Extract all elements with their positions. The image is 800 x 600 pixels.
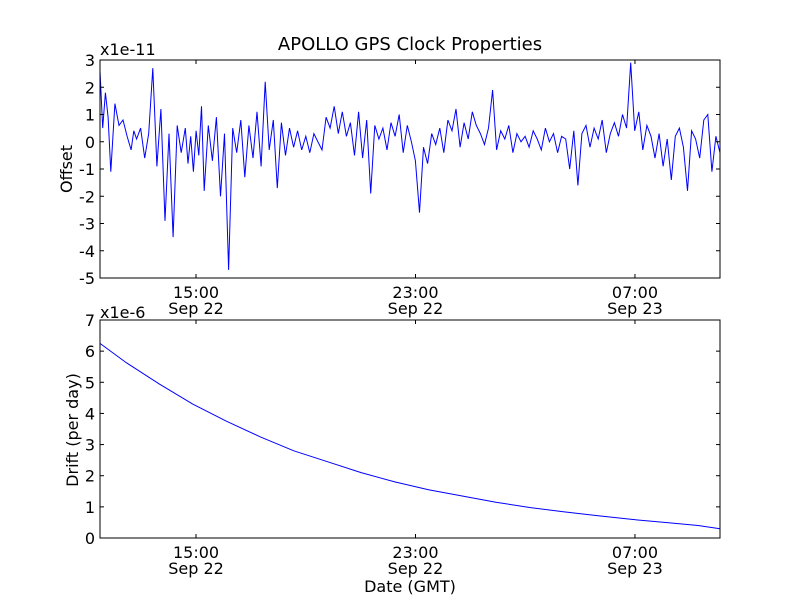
drift-xtick-time: 23:00 [392, 543, 438, 562]
drift-xtick-date: Sep 22 [168, 559, 224, 578]
drift-y-axis-label: Drift (per day) [63, 373, 82, 487]
offset-ytick-label: -4 [79, 242, 95, 261]
drift-ytick-label: 7 [85, 311, 95, 330]
offset-chart: APOLLO GPS Clock Properties x1e-11 Offse… [57, 34, 721, 318]
drift-ytick-label: 1 [85, 498, 95, 517]
offset-xtick-date: Sep 22 [168, 299, 224, 318]
offset-xtick-time: 07:00 [612, 283, 658, 302]
drift-ytick-label: 0 [85, 529, 95, 548]
offset-ytick-label: -3 [79, 215, 95, 234]
drift-ytick-label: 3 [85, 436, 95, 455]
drift-plot-area [100, 320, 720, 538]
offset-xtick-date: Sep 22 [388, 299, 444, 318]
offset-ytick-label: 0 [85, 133, 95, 152]
drift-xtick-time: 07:00 [612, 543, 658, 562]
offset-ytick-label: -1 [79, 160, 95, 179]
drift-xtick-time: 15:00 [173, 543, 219, 562]
drift-xtick-date: Sep 22 [388, 559, 444, 578]
drift-y-multiplier: x1e-6 [100, 303, 145, 322]
drift-ytick-label: 5 [85, 373, 95, 392]
drift-x-axis-label: Date (GMT) [364, 577, 456, 596]
drift-y-ticks: 7 6 5 4 3 2 1 0 [85, 311, 720, 548]
drift-series-line [99, 342, 721, 530]
chart-title: APOLLO GPS Clock Properties [278, 34, 542, 55]
drift-marks [99, 342, 721, 530]
drift-ytick-label: 4 [85, 404, 95, 423]
drift-ytick-label: 2 [85, 467, 95, 486]
offset-ytick-label: -5 [79, 269, 95, 288]
offset-ytick-label: 3 [85, 51, 95, 70]
offset-ytick-label: 2 [85, 78, 95, 97]
drift-ytick-label: 6 [85, 342, 95, 361]
offset-xtick-time: 23:00 [392, 283, 438, 302]
drift-chart: x1e-6 Drift (per day) Date (GMT) 7 6 5 4 3 2 1… [63, 303, 721, 596]
offset-y-axis-label: Offset [57, 145, 76, 193]
offset-marks [99, 62, 721, 270]
drift-plot-frame [99, 319, 721, 539]
offset-y-ticks: 3 2 1 0 -1 -2 -3 -4 -5 [79, 51, 720, 288]
offset-ytick-label: 1 [85, 106, 95, 125]
offset-xtick-date: Sep 23 [607, 299, 663, 318]
offset-xtick-time: 15:00 [173, 283, 219, 302]
offset-ytick-label: -2 [79, 187, 95, 206]
offset-series-line [99, 62, 721, 270]
offset-y-multiplier: x1e-11 [100, 40, 156, 59]
drift-xtick-date: Sep 23 [607, 559, 663, 578]
